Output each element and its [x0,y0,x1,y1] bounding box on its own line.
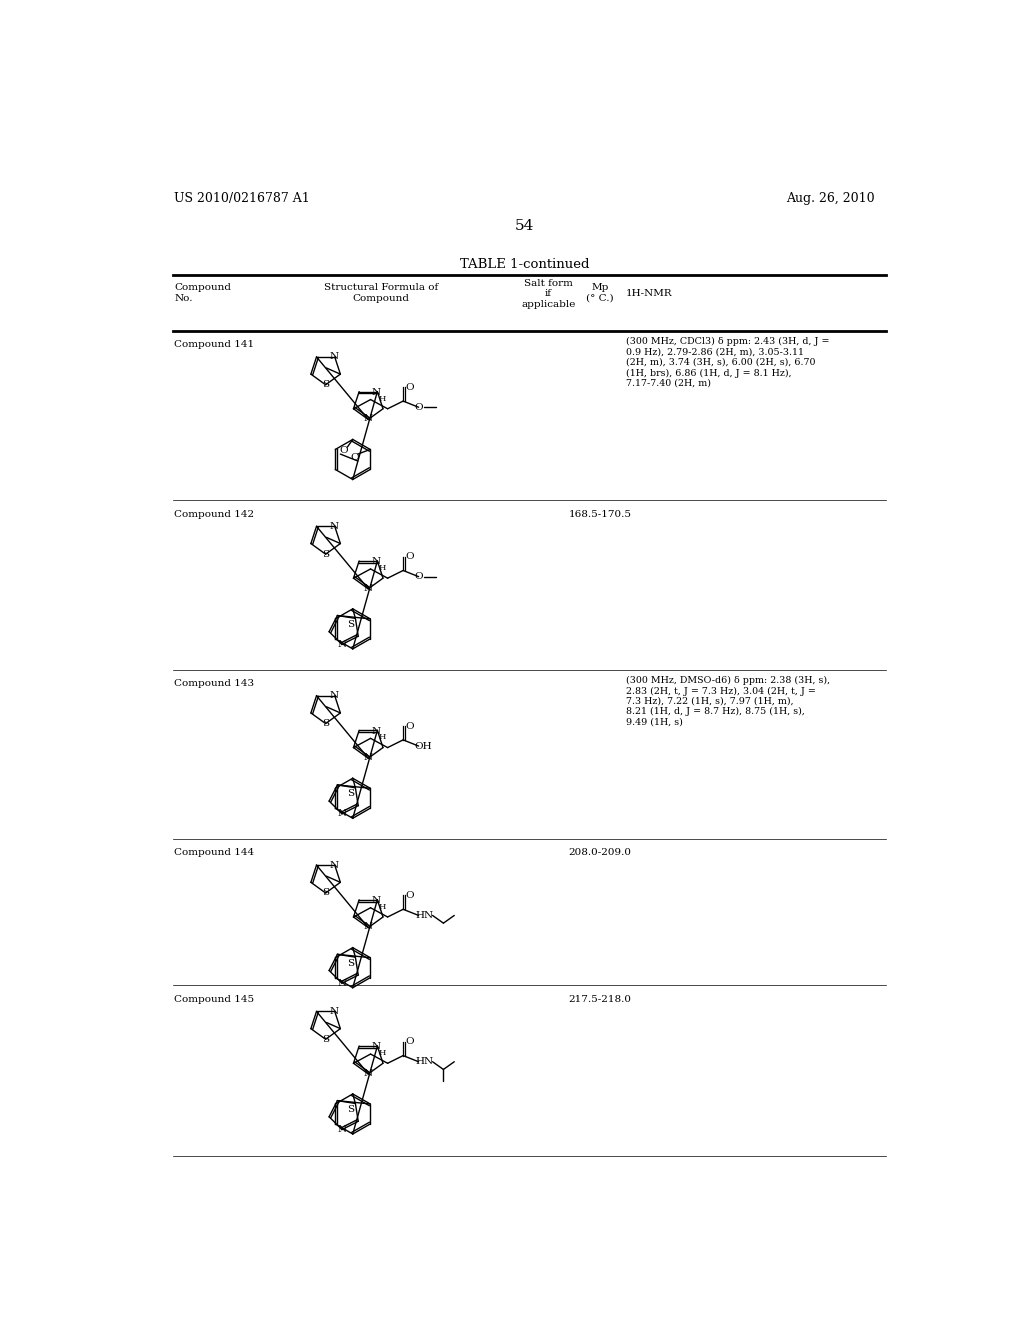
Text: Salt form: Salt form [524,279,572,288]
Text: N: N [330,692,339,700]
Text: S: S [347,789,354,799]
Text: H: H [378,564,386,572]
Text: S: S [323,549,329,558]
Text: O: O [406,722,414,730]
Text: O: O [415,572,423,581]
Text: O: O [339,446,348,454]
Text: N: N [364,1069,373,1077]
Text: Compound: Compound [174,284,231,292]
Text: TABLE 1-continued: TABLE 1-continued [460,259,590,271]
Text: O: O [406,383,414,392]
Text: N: N [330,861,339,870]
Text: 208.0-209.0: 208.0-209.0 [568,849,632,857]
Text: H: H [378,734,386,742]
Text: N: N [338,1125,346,1134]
Text: Compound 145: Compound 145 [174,995,255,1003]
Text: 168.5-170.5: 168.5-170.5 [568,510,632,519]
Text: applicable: applicable [521,300,575,309]
Text: HN: HN [416,1057,434,1067]
Text: Aug. 26, 2010: Aug. 26, 2010 [786,191,876,205]
Text: N: N [330,1007,339,1016]
Text: S: S [323,888,329,898]
Text: N: N [330,352,339,362]
Text: Compound 142: Compound 142 [174,510,255,519]
Text: O: O [406,1038,414,1047]
Text: N: N [364,752,373,762]
Text: Compound: Compound [352,294,410,302]
Text: N: N [338,640,346,649]
Text: Compound 141: Compound 141 [174,341,255,348]
Text: 1H-NMR: 1H-NMR [626,289,672,298]
Text: HN: HN [416,911,434,920]
Text: No.: No. [174,294,193,302]
Text: O: O [406,552,414,561]
Text: N: N [364,923,373,932]
Text: S: S [347,620,354,630]
Text: S: S [323,1035,329,1044]
Text: H: H [378,395,386,403]
Text: (° C.): (° C.) [586,294,613,302]
Text: OH: OH [415,742,432,751]
Text: (300 MHz, CDCl3) δ ppm: 2.43 (3H, d, J =
0.9 Hz), 2.79-2.86 (2H, m), 3.05-3.11
(: (300 MHz, CDCl3) δ ppm: 2.43 (3H, d, J =… [626,337,829,388]
Text: N: N [372,1043,380,1051]
Text: S: S [323,719,329,729]
Text: (300 MHz, DMSO-d6) δ ppm: 2.38 (3H, s),
2.83 (2H, t, J = 7.3 Hz), 3.04 (2H, t, J: (300 MHz, DMSO-d6) δ ppm: 2.38 (3H, s), … [626,676,829,727]
Text: N: N [364,583,373,593]
Text: S: S [323,380,329,389]
Text: O: O [350,453,359,462]
Text: S: S [347,958,354,968]
Text: if: if [545,289,552,298]
Text: Compound 144: Compound 144 [174,849,255,857]
Text: H: H [378,903,386,911]
Text: N: N [372,726,380,735]
Text: O: O [406,891,414,900]
Text: O: O [415,403,423,412]
Text: 54: 54 [515,219,535,234]
Text: 217.5-218.0: 217.5-218.0 [568,995,632,1003]
Text: Mp: Mp [591,284,608,292]
Text: S: S [347,1105,354,1114]
Text: N: N [372,388,380,397]
Text: N: N [330,521,339,531]
Text: US 2010/0216787 A1: US 2010/0216787 A1 [174,191,310,205]
Text: N: N [372,557,380,566]
Text: N: N [364,414,373,424]
Text: H: H [378,1049,386,1057]
Text: N: N [338,809,346,818]
Text: N: N [338,978,346,987]
Text: N: N [372,896,380,906]
Text: Compound 143: Compound 143 [174,678,255,688]
Text: Structural Formula of: Structural Formula of [324,284,438,292]
